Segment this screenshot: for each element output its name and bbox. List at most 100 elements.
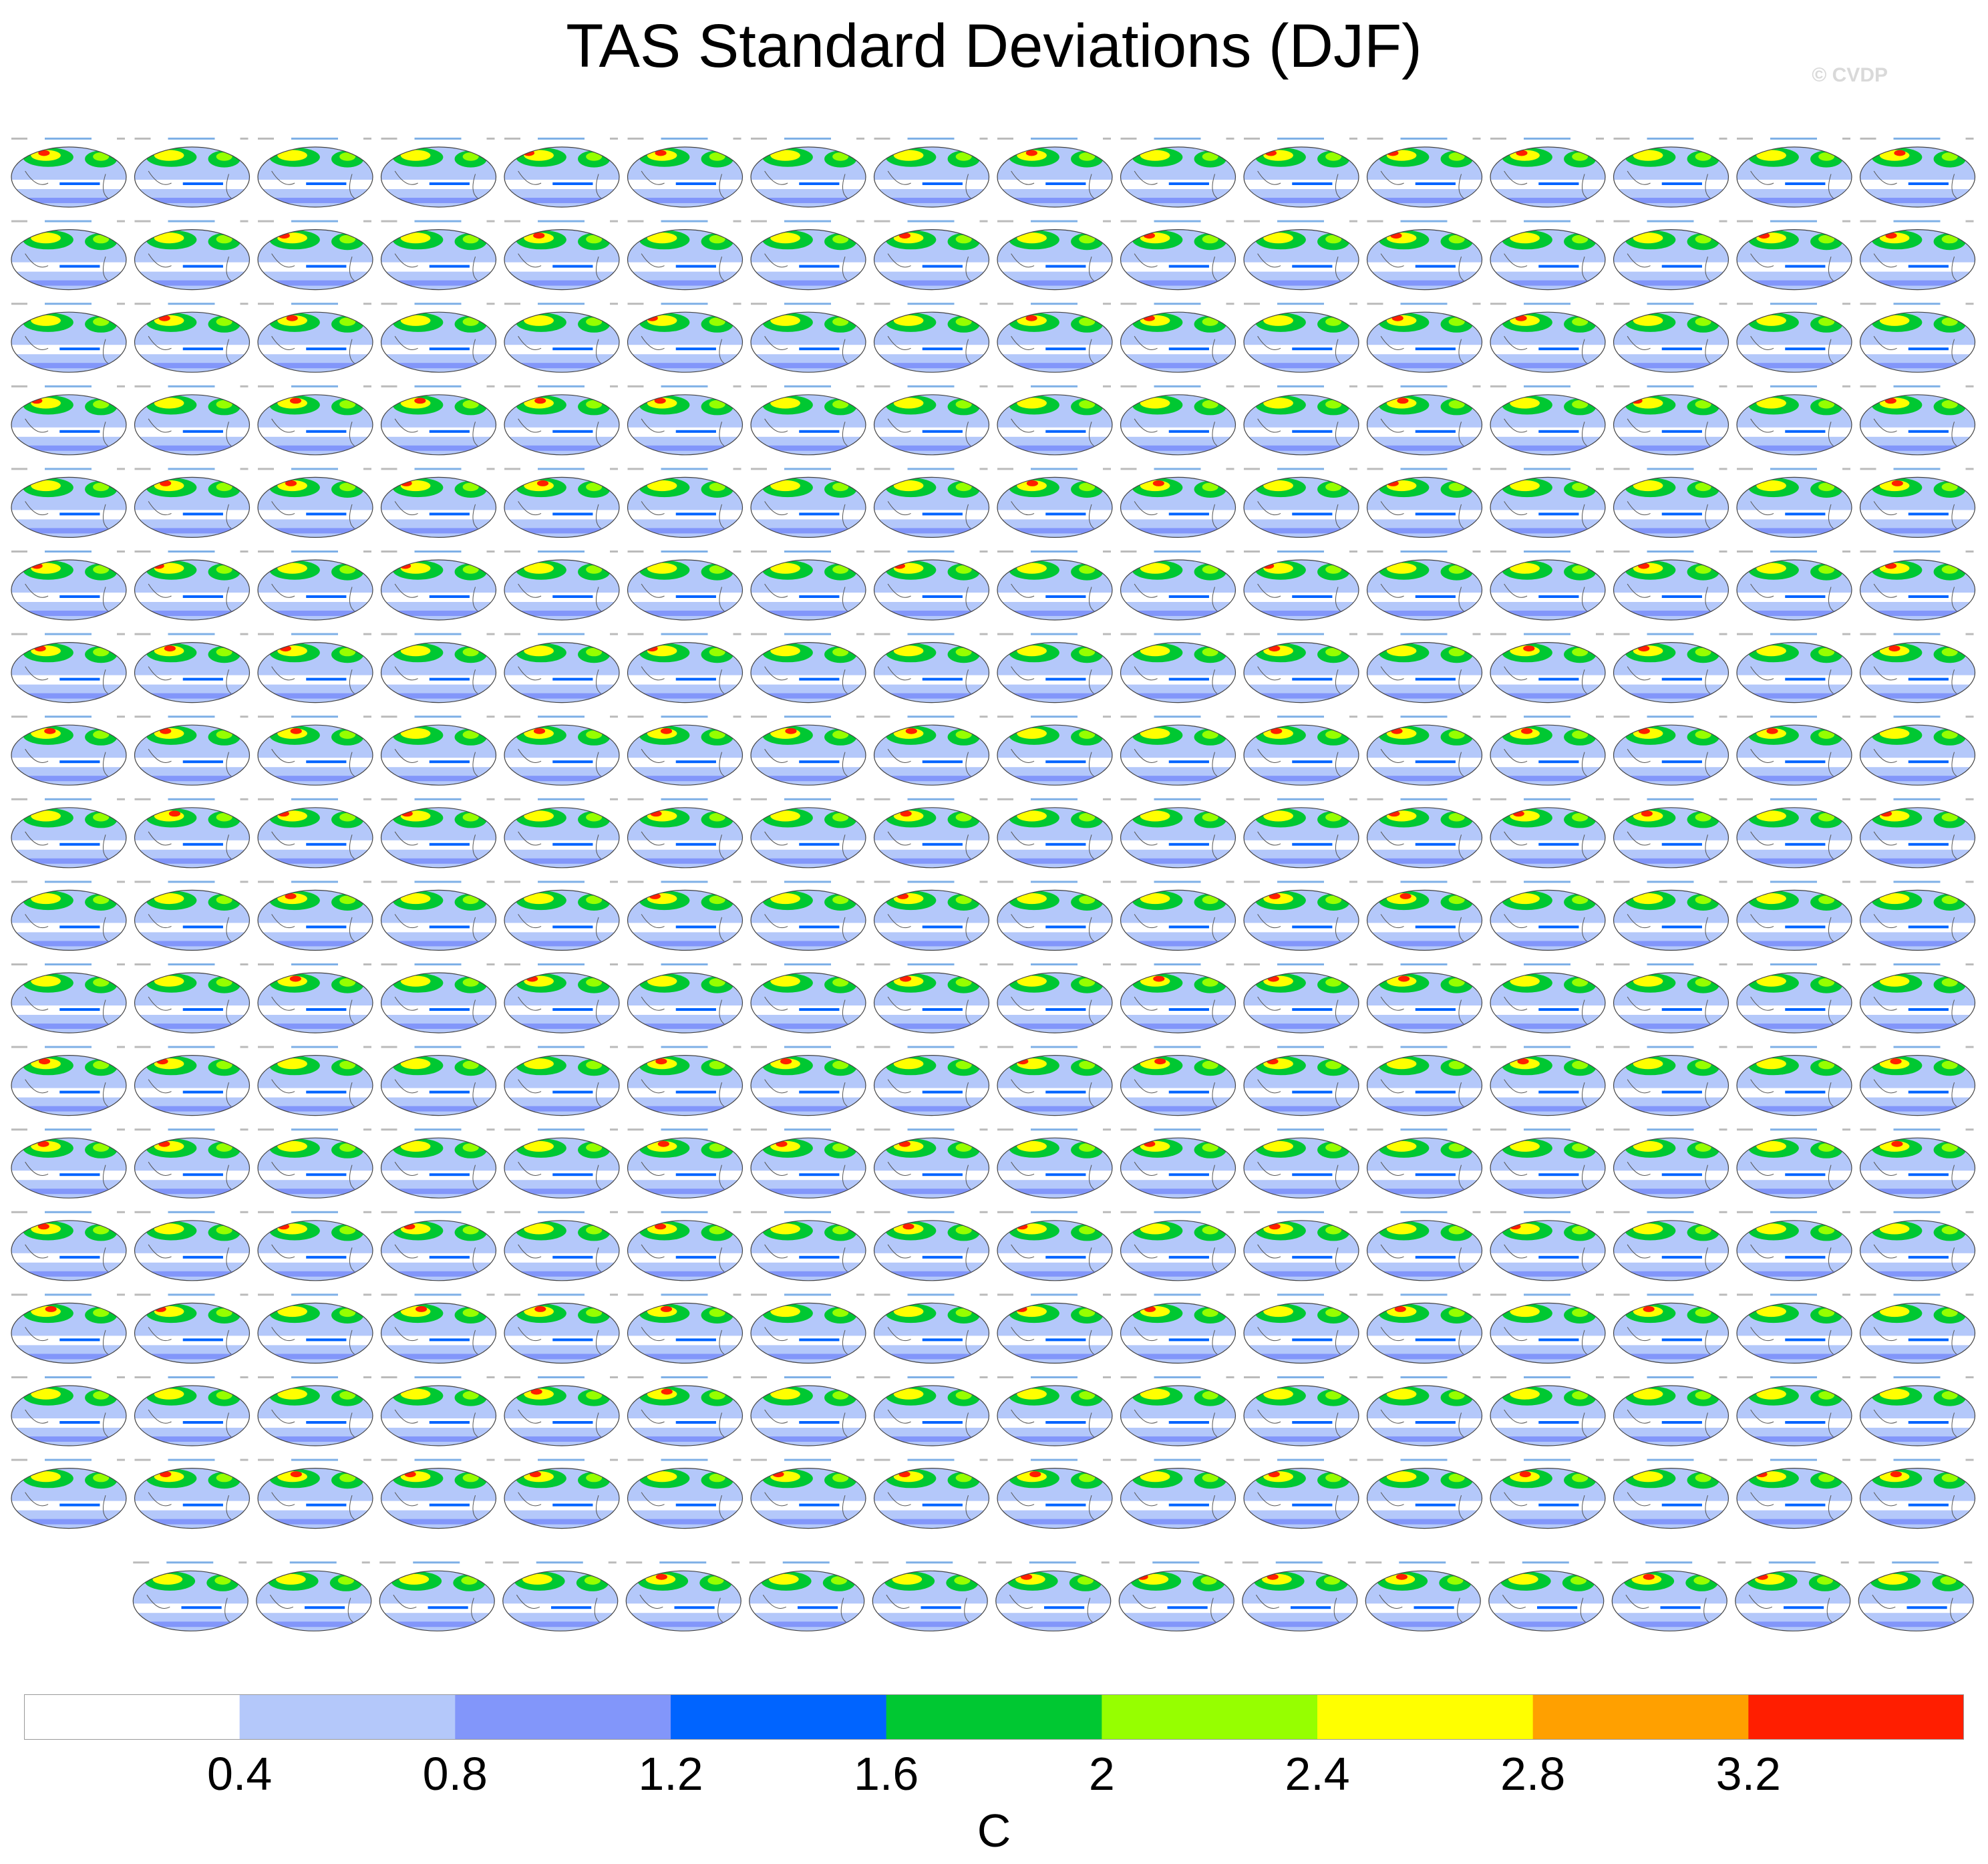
map-peak-variance <box>1267 1573 1279 1580</box>
panel-rank-mark <box>486 881 495 883</box>
map-coastline <box>1257 501 1341 529</box>
map-siberia-variance <box>770 480 800 492</box>
panel-model-name-mark <box>1031 1458 1078 1461</box>
map-southern-band <box>1244 776 1359 782</box>
map-panel <box>504 1128 620 1199</box>
map-enso-strip <box>799 842 840 846</box>
panel-model-name-mark <box>168 551 215 553</box>
panel-rank-mark <box>610 1211 618 1213</box>
map-panel <box>1366 1211 1483 1281</box>
map-coastline <box>1257 748 1341 777</box>
panel-model-name-mark <box>907 881 955 883</box>
map-enso-strip <box>1168 1421 1209 1424</box>
map-outline <box>134 1302 251 1364</box>
map-canada-variance <box>1695 812 1711 822</box>
map-outline <box>1859 1220 1976 1281</box>
map-canada-variance <box>1325 1143 1342 1152</box>
map-enso-strip <box>1538 595 1579 598</box>
map-canada-variance <box>339 978 356 987</box>
panel-rank-mark <box>1965 963 1974 965</box>
panel-rank-mark <box>363 963 371 965</box>
map-canada-variance <box>1941 730 1958 739</box>
panel-rank-mark <box>117 1376 125 1378</box>
panel-period-mark <box>1120 798 1137 800</box>
map-canada-variance <box>1325 1308 1342 1317</box>
panel-model-name-mark <box>414 385 462 387</box>
panel-rank-mark <box>979 1376 988 1378</box>
map-canada-variance <box>216 400 232 409</box>
map-outline <box>1120 146 1236 208</box>
map-siberia-variance <box>1017 563 1047 574</box>
map-coastline <box>1380 1079 1464 1107</box>
map-siberia-variance <box>1386 1058 1417 1070</box>
map-outline <box>997 807 1113 869</box>
panel-period-mark <box>872 1561 889 1564</box>
map-siberia-variance <box>1508 1573 1538 1585</box>
map-peak-variance <box>1766 728 1778 734</box>
map-coastline <box>271 1327 355 1355</box>
map-coastline <box>25 1161 108 1190</box>
panel-rank-mark <box>240 1458 248 1461</box>
map-canada-variance <box>1818 317 1835 326</box>
map-peak-variance <box>1153 975 1165 982</box>
map-siberia-variance <box>893 1388 924 1400</box>
map-southern-band <box>1490 445 1605 451</box>
map-canada-variance <box>586 812 603 822</box>
map-canada-variance <box>216 317 232 326</box>
map-outline <box>134 394 251 456</box>
panel-rank-mark <box>1226 551 1234 553</box>
panel-period-mark <box>997 716 1013 718</box>
map-enso-strip <box>306 677 347 681</box>
map-outline <box>1736 1302 1852 1364</box>
panel-rank-mark <box>486 220 495 222</box>
map-southern-band <box>258 280 373 286</box>
map-southern-band <box>1860 858 1975 864</box>
panel-model-name-mark <box>45 881 92 883</box>
map-canada-variance <box>832 400 849 409</box>
map-coastline <box>1257 1327 1341 1355</box>
map-enso-strip <box>1538 512 1579 516</box>
map-enso-strip <box>59 1503 100 1507</box>
map-enso-strip <box>59 265 100 268</box>
panel-period-mark <box>1860 468 1876 470</box>
panel-period-mark <box>258 881 274 883</box>
map-enso-strip <box>1785 1173 1826 1177</box>
map-coastline <box>1011 418 1094 446</box>
map-canada-variance <box>709 1225 725 1235</box>
panel-model-name-mark <box>1154 1293 1201 1296</box>
map-panel <box>997 1128 1113 1199</box>
map-coastline <box>1011 831 1094 859</box>
panel-model-name-mark <box>1277 716 1324 718</box>
map-outline <box>134 229 251 291</box>
map-coastline <box>25 1079 108 1107</box>
panel-period-mark <box>1490 798 1506 800</box>
panel-rank-mark <box>1226 220 1234 222</box>
panel-period-mark <box>1490 633 1506 635</box>
panel-model-name-mark <box>538 633 585 635</box>
map-canada-variance <box>1447 1576 1464 1585</box>
panel-period-mark <box>627 798 644 800</box>
map-southern-band <box>1367 363 1482 369</box>
map-panel <box>1490 1458 1606 1529</box>
panel-rank-mark <box>363 716 371 718</box>
panel-model-name-mark <box>45 1293 92 1296</box>
map-southern-band <box>134 693 250 699</box>
map-enso-strip <box>799 760 840 764</box>
panel-period-mark <box>1737 1458 1753 1461</box>
panel-rank-mark <box>610 716 618 718</box>
panel-model-name-mark <box>1524 1128 1570 1131</box>
map-canada-variance <box>462 730 479 739</box>
map-southern-band <box>381 693 496 699</box>
map-southern-band <box>11 693 126 699</box>
map-panel <box>750 220 866 291</box>
map-coastline <box>641 1079 725 1107</box>
panel-period-mark <box>1737 798 1753 800</box>
map-panel <box>1613 798 1729 869</box>
map-outline <box>1366 1385 1483 1446</box>
map-enso-strip <box>306 512 347 516</box>
panel-rank-mark <box>1596 303 1604 305</box>
map-enso-strip <box>552 347 593 351</box>
panel-period-mark <box>1860 1293 1876 1296</box>
map-southern-band <box>11 858 126 864</box>
panel-rank-mark <box>1349 220 1357 222</box>
